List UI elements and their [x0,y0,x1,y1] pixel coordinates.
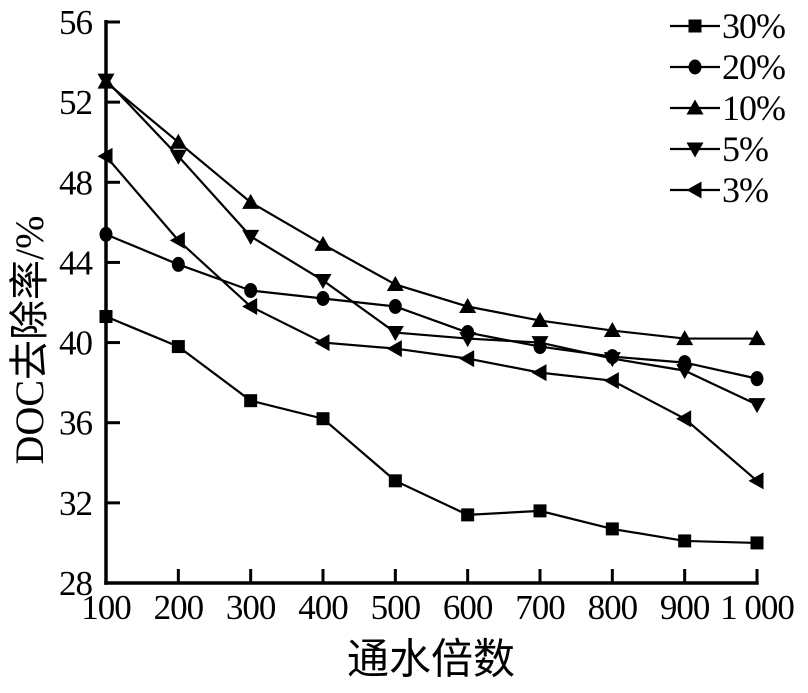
legend-key-circle-icon [670,59,720,74]
data-point-30pct-square-icon [605,522,619,536]
data-point-20pct-circle-icon [388,299,402,315]
data-point-30pct-square-icon [461,508,475,522]
legend: 30% 20% 10% 5% 3% [670,5,786,210]
legend-key-square-icon [670,19,720,32]
data-point-5pct-triangle-down-icon [97,73,115,89]
legend-label-5pct: 5% [722,128,769,169]
circle-icon [688,59,702,74]
data-point-3pct-triangle-left-icon [97,147,113,165]
data-point-20pct-circle-icon [316,290,330,306]
data-point-30pct-square-icon [171,340,185,354]
data-point-5pct-triangle-down-icon [386,326,404,342]
data-point-10pct-triangle-up-icon [603,322,621,338]
x-axis-title: 通水倍数 [346,637,516,684]
data-point-10pct-triangle-up-icon [748,330,766,346]
y-tick-label: 48 [59,163,93,202]
legend-item-20pct: 20% [670,46,786,87]
x-tick-label: 900 [660,588,710,627]
x-tick-label: 1 000 [720,588,794,627]
data-point-30pct-square-icon [678,534,692,548]
series-line-20pct [105,233,758,380]
triangle-up-icon [686,99,704,114]
y-tick-label: 32 [59,484,92,523]
series-line-30pct [105,315,758,545]
x-tick-label: 200 [154,588,204,627]
y-tick-label: 44 [59,243,93,282]
data-point-20pct-circle-icon [171,256,185,272]
series-line-5pct [105,79,758,406]
legend-key-triangle-up-icon [670,99,720,114]
data-point-30pct-square-icon [533,504,547,518]
y-tick-label: 36 [59,404,93,443]
data-point-3pct-triangle-left-icon [603,372,619,390]
legend-item-5pct: 5% [670,128,785,169]
data-point-3pct-triangle-left-icon [242,298,258,316]
y-tick-label: 56 [59,3,93,42]
y-tick-label: 40 [59,324,93,363]
x-tick-label: 800 [588,588,638,627]
series-line-10pct [105,81,757,340]
x-tick-label: 100 [81,588,131,627]
data-point-10pct-triangle-up-icon [386,275,404,291]
data-point-3pct-triangle-left-icon [748,472,764,490]
data-point-20pct-circle-icon [750,371,764,387]
data-point-10pct-triangle-up-icon [676,330,694,346]
data-point-5pct-triangle-down-icon [603,352,621,368]
data-point-5pct-triangle-down-icon [676,364,694,380]
legend-item-30pct: 30% [670,5,786,46]
x-tick-label: 600 [443,588,493,627]
data-point-20pct-circle-icon [244,282,258,298]
data-point-3pct-triangle-left-icon [386,340,402,358]
data-point-10pct-triangle-up-icon [242,193,260,209]
data-point-3pct-triangle-left-icon [676,410,692,428]
legend-label-30pct: 30% [722,5,786,46]
x-tick-label: 700 [515,588,565,627]
data-point-3pct-triangle-left-icon [169,231,185,249]
data-point-10pct-triangle-up-icon [314,235,332,251]
legend-label-3pct: 3% [722,169,769,210]
legend-item-3pct: 3% [670,169,785,210]
legend-key-triangle-left-icon [670,181,720,198]
triangle-left-icon [686,181,702,198]
data-point-5pct-triangle-down-icon [242,229,260,245]
data-point-10pct-triangle-up-icon [459,298,477,314]
series-line-3pct [105,155,758,482]
data-point-10pct-triangle-up-icon [169,133,187,149]
data-point-5pct-triangle-down-icon [748,398,766,414]
data-point-30pct-square-icon [244,394,258,408]
y-tick-label: 28 [59,564,93,603]
legend-label-20pct: 20% [722,46,786,87]
data-point-3pct-triangle-left-icon [314,334,330,352]
x-tick-label: 400 [298,588,348,627]
data-point-20pct-circle-icon [99,226,113,242]
data-point-3pct-triangle-left-icon [459,350,475,368]
legend-item-10pct: 10% [670,87,786,128]
square-icon [688,19,702,32]
data-point-30pct-square-icon [388,474,402,488]
legend-key-triangle-down-icon [670,142,720,157]
triangle-down-icon [686,142,704,157]
y-tick-label: 52 [59,83,92,122]
legend-label-10pct: 10% [722,87,786,128]
data-point-30pct-square-icon [99,310,113,324]
data-point-5pct-triangle-down-icon [459,332,477,348]
data-point-5pct-triangle-down-icon [169,149,187,165]
data-point-3pct-triangle-left-icon [531,364,547,382]
x-tick-label: 500 [371,588,421,627]
data-point-5pct-triangle-down-icon [531,336,549,352]
data-point-10pct-triangle-up-icon [531,312,549,328]
data-point-5pct-triangle-down-icon [314,273,332,289]
x-tick-label: 300 [226,588,276,627]
y-axis-title: DOC去除率/% [7,215,52,465]
data-point-30pct-square-icon [750,536,764,550]
data-point-30pct-square-icon [316,412,330,426]
